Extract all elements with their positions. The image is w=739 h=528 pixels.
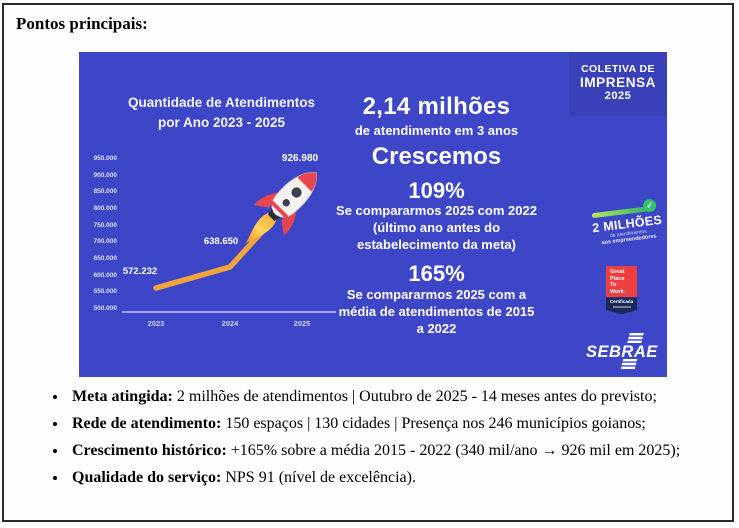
press-conference-badge: COLETIVA DE IMPRENSA 2025 bbox=[569, 52, 667, 116]
chart-title-line2: por Ano 2023 - 2025 bbox=[157, 114, 286, 130]
press-badge-line1: COLETIVA DE bbox=[581, 63, 655, 75]
bullet-text: +165% sobre a média 2015 - 2022 (340 mil… bbox=[226, 442, 681, 459]
bullet-lead: Qualidade do serviço: bbox=[72, 469, 222, 486]
milestone-badge: ✓ 2 MILHÕES de atendimentos aos empreend… bbox=[577, 196, 667, 248]
headline-total: 2,14 milhões bbox=[362, 93, 511, 120]
stat2-value: 165% bbox=[408, 261, 465, 286]
bullet-text: NPS 91 (nível de excelência). bbox=[221, 469, 416, 486]
gptw-line3: To bbox=[610, 282, 617, 289]
y-tick: 750.000 bbox=[94, 222, 118, 229]
gptw-dates-line bbox=[612, 306, 631, 309]
presentation-slide: Quantidade de Atendimentos por Ano 2023 … bbox=[79, 52, 667, 377]
headline-subtitle: de atendimento em 3 anos bbox=[354, 123, 519, 138]
line-chart: 950.000 900.000 850.000 800.000 750.000 … bbox=[94, 153, 336, 328]
bullet-lead: Rede de atendimento: bbox=[72, 415, 222, 432]
y-tick: 700.000 bbox=[94, 238, 118, 245]
gptw-certified-label: Certificada bbox=[609, 299, 634, 305]
gptw-logo: Great Place To Work. bbox=[606, 266, 637, 298]
checkmark-icon: ✓ bbox=[642, 198, 657, 213]
x-tick: 2024 bbox=[222, 319, 240, 328]
y-tick: 500.000 bbox=[94, 305, 118, 312]
press-badge-line3: 2025 bbox=[604, 90, 632, 102]
chart-title-line1: Quantidade de Atendimentos bbox=[127, 95, 316, 110]
list-item: Rede de atendimento: 150 espaços | 130 c… bbox=[68, 413, 726, 434]
data-label-2023: 572.232 bbox=[123, 266, 157, 277]
data-label-2024: 638.650 bbox=[204, 236, 238, 247]
y-tick: 550.000 bbox=[94, 288, 118, 295]
sebrae-wordmark: SEBRAE bbox=[586, 343, 658, 361]
y-tick: 650.000 bbox=[94, 255, 118, 262]
gptw-line4: Work. bbox=[610, 288, 626, 295]
gptw-line2: Place bbox=[610, 275, 625, 282]
x-axis-ticks: 2023 2024 2025 bbox=[148, 319, 311, 328]
y-tick: 600.000 bbox=[94, 272, 118, 279]
gptw-certified-ribbon: Certificada bbox=[606, 297, 637, 315]
y-tick: 900.000 bbox=[94, 172, 118, 179]
data-label-2025: 926.980 bbox=[282, 153, 319, 164]
stat1-description: Se compararmos 2025 com 2022 (último ano… bbox=[336, 203, 537, 252]
x-tick: 2023 bbox=[148, 319, 165, 328]
page-title: Pontos principais: bbox=[16, 14, 148, 33]
press-badge-line2: IMPRENSA bbox=[579, 75, 657, 90]
y-tick: 800.000 bbox=[94, 205, 118, 212]
y-axis-ticks: 950.000 900.000 850.000 800.000 750.000 … bbox=[94, 155, 118, 312]
stat1-value: 109% bbox=[408, 178, 465, 203]
page-frame: Pontos principais: Quantidade de Atendim… bbox=[2, 3, 734, 522]
gptw-certification-badge: Great Place To Work. Certificada bbox=[606, 266, 637, 315]
rocket-icon bbox=[245, 172, 317, 244]
crescemos-heading: Crescemos bbox=[371, 143, 502, 170]
sebrae-logo: SEBRAE bbox=[586, 333, 658, 369]
y-tick: 850.000 bbox=[94, 188, 118, 195]
stat2-description: Se compararmos 2025 com a média de atend… bbox=[338, 287, 535, 336]
gptw-line1: Great bbox=[610, 269, 625, 275]
list-item: Crescimento histórico: +165% sobre a méd… bbox=[68, 440, 726, 461]
bullet-lead: Crescimento histórico: bbox=[72, 442, 227, 459]
list-item: Qualidade do serviço: NPS 91 (nível de e… bbox=[68, 467, 726, 488]
x-tick: 2025 bbox=[294, 319, 311, 328]
y-tick: 950.000 bbox=[94, 155, 118, 162]
list-item: Meta atingida: 2 milhões de atendimentos… bbox=[68, 386, 726, 407]
bullet-text: 150 espaços | 130 cidades | Presença nos… bbox=[221, 415, 646, 432]
chart-title: Quantidade de Atendimentos por Ano 2023 … bbox=[124, 93, 319, 132]
key-points-list: Meta atingida: 2 milhões de atendimentos… bbox=[34, 386, 726, 494]
bullet-lead: Meta atingida: bbox=[72, 388, 173, 405]
bullet-text: 2 milhões de atendimentos | Outubro de 2… bbox=[172, 388, 657, 405]
